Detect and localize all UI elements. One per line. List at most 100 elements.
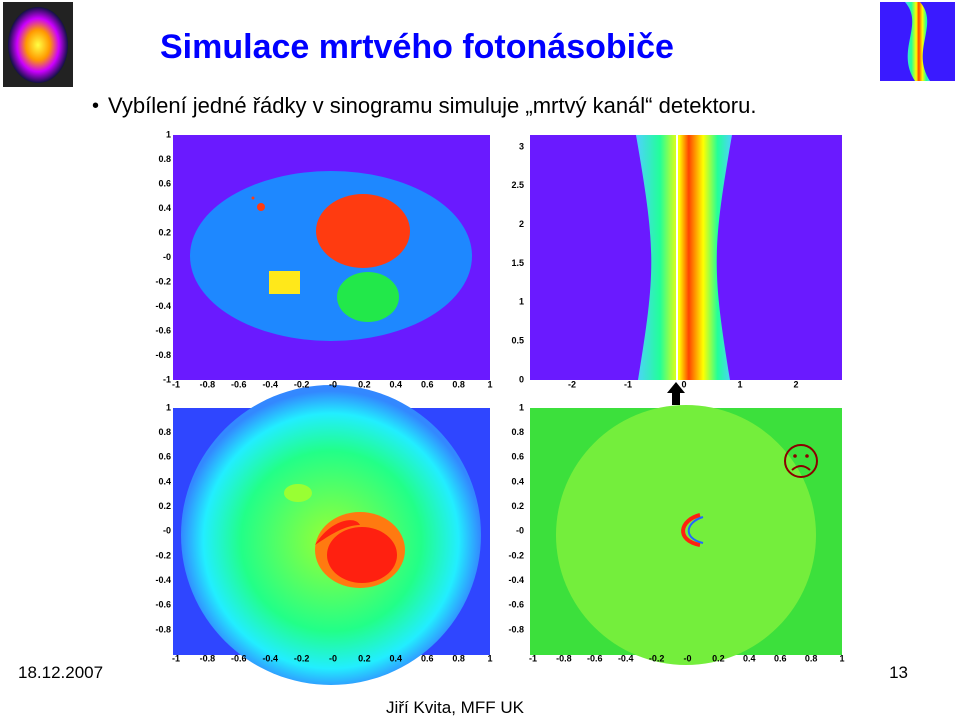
recon-spot [284, 484, 312, 502]
x-tick-label: 0.8 [452, 653, 465, 663]
recon-streak [315, 520, 360, 545]
phantom-green [337, 272, 399, 322]
x-tick-label: -1 [172, 379, 180, 389]
y-tick-label: 1.5 [511, 258, 524, 268]
x-tick-label: -0.2 [649, 653, 665, 663]
phantom-red [316, 194, 410, 268]
diff-arc [687, 516, 704, 544]
x-tick-label: 0.2 [358, 379, 371, 389]
x-tick-label: 1 [487, 653, 492, 663]
title: Simulace mrtvého fotonásobiče [160, 28, 674, 66]
y-tick-label: -0 [516, 526, 524, 536]
y-tick-label: 0.4 [511, 476, 524, 486]
x-tick-label: -0.8 [200, 379, 216, 389]
x-tick-label: -1 [529, 653, 537, 663]
bullet-mark: • [92, 95, 99, 117]
sad-face-mouth [791, 465, 811, 471]
sad-face-eye [793, 454, 797, 458]
y-tick-label: -0.2 [155, 276, 171, 286]
y-tick-label: 0.8 [158, 427, 171, 437]
x-tick-label: -0.6 [231, 653, 247, 663]
y-tick-label: 1 [166, 402, 171, 412]
sad-face-eye [805, 454, 809, 458]
y-tick-label: -0 [163, 252, 171, 262]
sinogram-band [636, 135, 732, 380]
phantom-dot [251, 196, 255, 200]
y-tick-label: -1 [163, 374, 171, 384]
thumbnail-brain [8, 7, 68, 83]
x-tick-label: -0.8 [556, 653, 572, 663]
y-tick-label: 0.6 [511, 452, 524, 462]
y-tick-label: -0.8 [155, 624, 171, 634]
x-tick-label: 0.8 [805, 653, 818, 663]
y-tick-label: -0.6 [155, 325, 171, 335]
x-tick-label: 0.6 [421, 653, 434, 663]
x-tick-label: 0.2 [712, 653, 725, 663]
y-tick-label: 1 [166, 129, 171, 139]
phantom-dot [257, 203, 265, 211]
x-tick-label: 1 [737, 379, 742, 389]
y-tick-label: -0.6 [155, 600, 171, 610]
x-tick-label: -0 [329, 653, 337, 663]
y-tick-label: 1 [519, 402, 524, 412]
y-tick-label: 0 [519, 374, 524, 384]
x-tick-label: 0.6 [421, 379, 434, 389]
bullet-text: Vybílení jedné řádky v sinogramu simuluj… [108, 93, 756, 118]
x-tick-label: -0.2 [294, 379, 310, 389]
y-tick-label: 0.4 [158, 203, 171, 213]
y-tick-label: -0.4 [155, 575, 171, 585]
diff-arc [681, 513, 701, 547]
y-tick-label: 0.6 [158, 178, 171, 188]
x-tick-label: 1 [839, 653, 844, 663]
y-tick-label: 0.8 [158, 154, 171, 164]
x-tick-label: -1 [172, 653, 180, 663]
page-number: 13 [889, 663, 908, 682]
y-tick-label: 2.5 [511, 180, 524, 190]
arrow [667, 382, 685, 405]
x-tick-label: -0 [683, 653, 691, 663]
x-tick-label: 0.4 [743, 653, 756, 663]
x-tick-label: 2 [793, 379, 798, 389]
x-tick-label: -0.2 [294, 653, 310, 663]
footer-author: Jiří Kvita, MFF UK [386, 698, 525, 716]
y-tick-label: 0.2 [158, 227, 171, 237]
y-tick-label: -0.6 [508, 600, 524, 610]
x-tick-label: -0.8 [200, 653, 216, 663]
y-tick-label: 3 [519, 141, 524, 151]
recon-core [327, 527, 397, 583]
y-tick-label: -0.8 [155, 350, 171, 360]
footer-date: 18.12.2007 [18, 663, 103, 682]
x-tick-label: 0.2 [358, 653, 371, 663]
y-tick-label: 2 [519, 219, 524, 229]
x-tick-label: 1 [487, 379, 492, 389]
x-tick-label: 0.6 [774, 653, 787, 663]
thumbnail-sinogram [905, 2, 930, 81]
y-tick-label: 0.8 [511, 427, 524, 437]
y-tick-label: -0.2 [155, 550, 171, 560]
x-tick-label: -1 [624, 379, 632, 389]
sad-face [784, 444, 818, 478]
x-tick-label: -0.4 [618, 653, 634, 663]
x-tick-label: -0.6 [231, 379, 247, 389]
y-tick-label: 0.4 [158, 476, 171, 486]
y-tick-label: -0.4 [508, 575, 524, 585]
y-tick-label: 0.2 [511, 501, 524, 511]
phantom-yellow [269, 271, 300, 294]
y-tick-label: 1 [519, 297, 524, 307]
y-tick-label: -0 [163, 526, 171, 536]
x-tick-label: 0.4 [390, 379, 403, 389]
x-tick-label: -0.4 [262, 379, 278, 389]
x-tick-label: -0 [329, 379, 337, 389]
x-tick-label: -0.4 [262, 653, 278, 663]
x-tick-label: 0.8 [452, 379, 465, 389]
x-tick-label: 0 [681, 379, 686, 389]
x-tick-label: -0.6 [587, 653, 603, 663]
y-tick-label: 0.6 [158, 452, 171, 462]
y-tick-label: -0.4 [155, 301, 171, 311]
y-tick-label: -0.8 [508, 624, 524, 634]
x-tick-label: -2 [568, 379, 576, 389]
x-tick-label: 0.4 [390, 653, 403, 663]
y-tick-label: -0.2 [508, 550, 524, 560]
y-tick-label: 0.2 [158, 501, 171, 511]
